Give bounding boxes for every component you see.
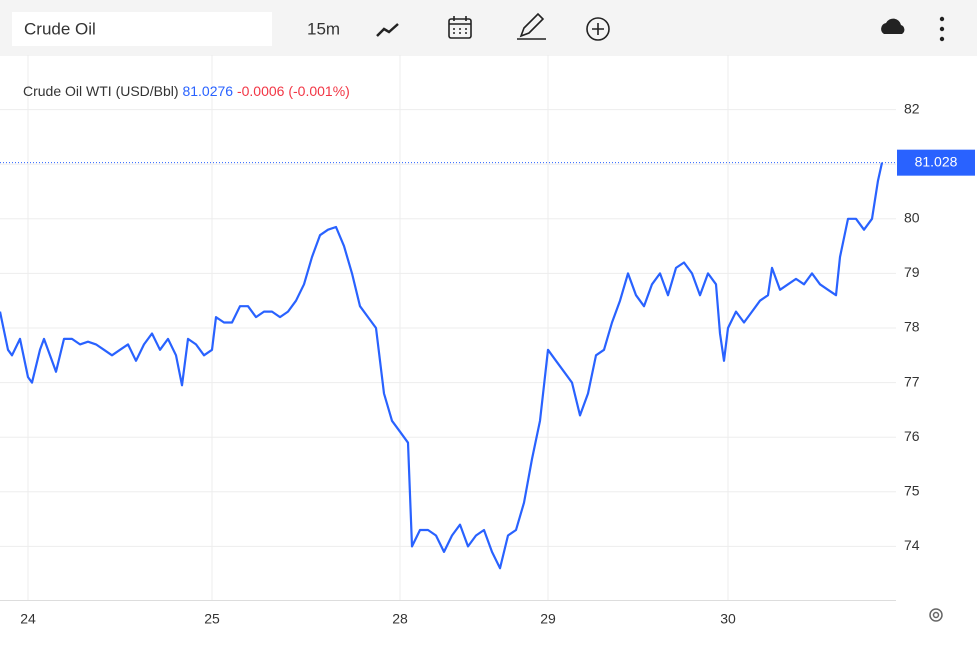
y-tick-label: 77 (904, 373, 920, 389)
change: -0.0006 (-0.001%) (237, 83, 350, 99)
series-title: Crude Oil WTI (USD/Bbl) (23, 83, 179, 99)
settings-icon[interactable] (929, 608, 943, 622)
y-tick-label: 82 (904, 100, 920, 116)
menu-icon[interactable] (939, 16, 945, 42)
last-price-box (897, 149, 975, 176)
y-tick-label: 79 (904, 264, 920, 280)
y-tick-label: 80 (904, 210, 920, 226)
add-icon[interactable] (586, 17, 610, 41)
x-tick-label: 30 (720, 611, 736, 627)
last-value: 81.0276 (182, 83, 233, 99)
price-line (0, 162, 884, 570)
search-text: Crude Oil (24, 19, 96, 38)
search-box[interactable] (12, 12, 272, 46)
interval[interactable]: 15m (307, 19, 340, 38)
y-tick-label: 76 (904, 428, 920, 444)
x-tick-label: 28 (392, 611, 408, 627)
download-icon[interactable] (881, 18, 905, 34)
x-tick-label: 25 (204, 611, 220, 627)
chart-type-icon[interactable] (376, 23, 399, 37)
x-tick-label: 24 (20, 611, 36, 627)
x-tick-label: 29 (540, 611, 556, 627)
calendar-icon[interactable] (448, 16, 472, 39)
y-tick-label: 74 (904, 537, 920, 553)
y-tick-label: 78 (904, 319, 920, 335)
y-tick-label: 75 (904, 483, 920, 499)
draw-icon[interactable] (517, 12, 546, 40)
legend: Crude Oil WTI (USD/Bbl) 81.0276 -0.0006 … (23, 83, 350, 99)
last-price-label: 81.028 (915, 153, 958, 169)
